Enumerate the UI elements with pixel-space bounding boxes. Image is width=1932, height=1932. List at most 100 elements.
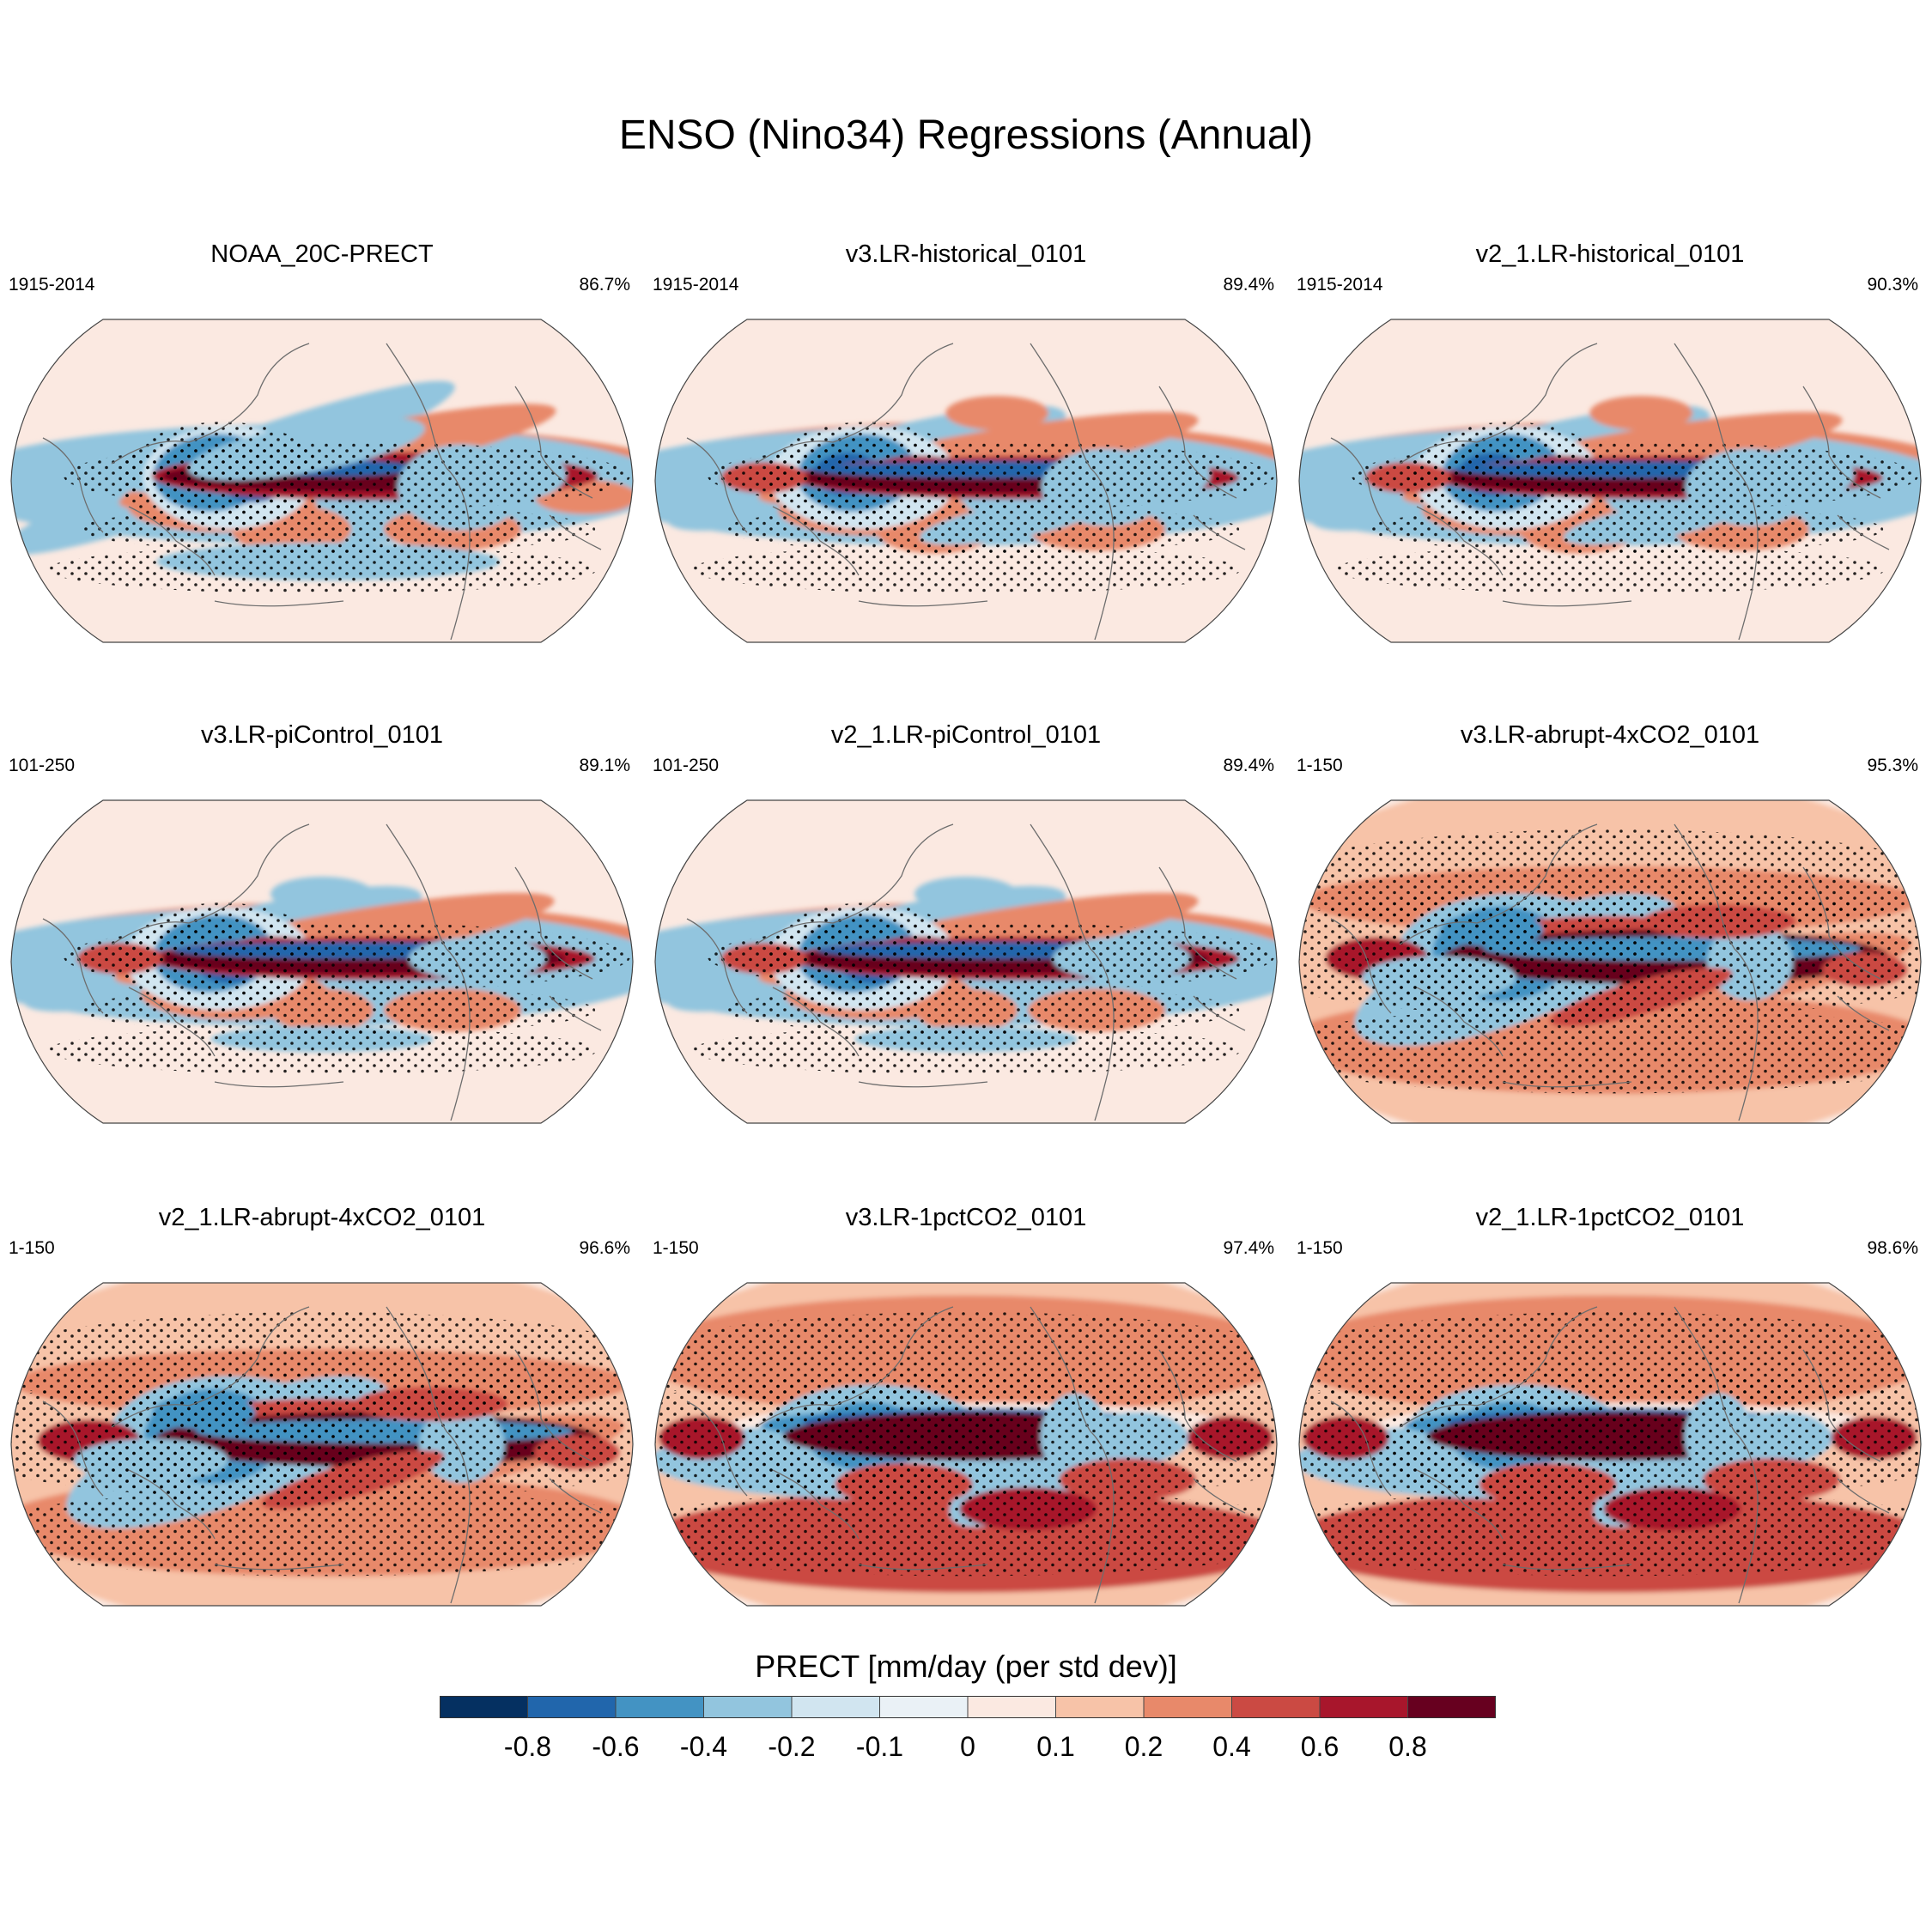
colorbar-tick-label: 0.1 (1036, 1731, 1074, 1762)
coastline (1030, 1306, 1113, 1479)
coastline (1030, 823, 1113, 997)
anomaly-region (914, 877, 1018, 912)
coastline (386, 823, 469, 997)
panel-percent: 97.4% (1223, 1238, 1274, 1258)
stippling (655, 1490, 1277, 1577)
panel-years: 1915-2014 (9, 275, 95, 295)
panel-years: 1-150 (1297, 1238, 1343, 1258)
coastline (1399, 823, 1598, 945)
stippling (763, 902, 970, 1015)
coastline (1738, 1478, 1759, 1604)
coastline (450, 995, 471, 1121)
colorbar-swatch (1407, 1696, 1496, 1718)
coastline (111, 1306, 310, 1428)
coastline (1674, 1306, 1757, 1479)
coastline (1837, 995, 1890, 1031)
coastline (450, 1478, 471, 1604)
coastline (686, 918, 748, 1014)
coastline (128, 506, 216, 576)
panel-title: v3.LR-abrupt-4xCO2_0101 (1460, 721, 1760, 749)
map-panel: v2_1.LR-1pctCO2_0101 1-150 98.6% (1288, 1204, 1932, 1633)
colorbar-swatch (1055, 1696, 1145, 1718)
panel-percent: 96.6% (579, 1238, 630, 1258)
robinson-map (654, 799, 1278, 1124)
coastline (755, 343, 954, 465)
colorbar-tick-label: -0.1 (856, 1731, 903, 1762)
coastline (1030, 343, 1113, 516)
coastline (1330, 437, 1392, 533)
coastline (1802, 866, 1881, 980)
stippling (724, 986, 1240, 1035)
colorbar-swatch (1231, 1696, 1321, 1718)
panel-percent: 86.7% (579, 275, 630, 295)
panel-title: v2_1.LR-1pctCO2_0101 (1475, 1204, 1745, 1231)
coastline (1193, 514, 1246, 550)
stippling (655, 1312, 1277, 1415)
map-panel: v3.LR-piControl_0101 101-250 89.1% (0, 721, 644, 1151)
coastline (1802, 386, 1881, 499)
coastline (1193, 1478, 1246, 1514)
map-panel: v2_1.LR-piControl_0101 101-250 89.4% (644, 721, 1288, 1151)
panel-title: v3.LR-1pctCO2_0101 (845, 1204, 1087, 1231)
coastline (514, 386, 593, 499)
map-outline (1298, 1282, 1922, 1607)
panel-title: v2_1.LR-piControl_0101 (830, 721, 1102, 749)
map-panel: v3.LR-1pctCO2_0101 1-150 97.4% (644, 1204, 1288, 1633)
coastline (1158, 866, 1237, 980)
coastline (755, 1306, 954, 1428)
panel-percent: 89.4% (1223, 275, 1274, 295)
anomaly-region (1589, 396, 1693, 431)
coastline (128, 987, 216, 1057)
panel-percent: 98.6% (1867, 1238, 1918, 1258)
map-outline (654, 319, 1278, 643)
stippling (1299, 1007, 1921, 1094)
panel-years: 1915-2014 (653, 275, 739, 295)
colorbar-swatch (616, 1696, 704, 1718)
stippling (691, 1026, 1241, 1075)
colorbar-tick-label: 0 (960, 1731, 975, 1762)
coastline (1330, 918, 1392, 1014)
coastline (549, 514, 602, 550)
colorbar-tick-label: 0.4 (1212, 1731, 1250, 1762)
anomaly-region (270, 877, 374, 912)
coastline (42, 1400, 104, 1497)
colorbar: -0.8 -0.6 -0.4 -0.2 -0.1 0 0.1 0.2 0.4 0.6 0.8 (440, 1696, 1496, 1762)
coastline (1416, 506, 1504, 576)
panel-percent: 89.1% (579, 756, 630, 775)
panel-percent: 89.4% (1223, 756, 1274, 775)
coastline (214, 1081, 344, 1088)
coastline (1399, 343, 1598, 465)
colorbar-tick-label: -0.4 (680, 1731, 727, 1762)
stippling (1368, 505, 1884, 554)
figure-title: ENSO (Nino34) Regressions (Annual) (618, 112, 1314, 158)
stippling (1299, 1490, 1921, 1577)
colorbar-tick-label: 0.2 (1125, 1731, 1163, 1762)
panel-title: v2_1.LR-historical_0101 (1475, 240, 1745, 268)
coastline (1738, 995, 1759, 1121)
stippling (691, 545, 1241, 594)
coastline (1094, 514, 1115, 641)
stippling (119, 422, 326, 534)
robinson-map (654, 319, 1278, 643)
coastline (772, 987, 860, 1057)
coastline (1674, 823, 1757, 997)
robinson-map (1298, 799, 1922, 1124)
panel-years: 101-250 (653, 756, 720, 775)
coastline (549, 1478, 602, 1514)
stippling (1299, 829, 1921, 933)
map-outline (10, 799, 634, 1124)
coastline (1502, 1081, 1632, 1088)
stippling (119, 902, 326, 1015)
panel-title: NOAA_20C-PRECT (210, 240, 434, 268)
stippling (47, 1026, 597, 1075)
map-panel: v2_1.LR-historical_0101 1915-2014 90.3% (1288, 240, 1932, 670)
robinson-map (1298, 319, 1922, 643)
colorbar-tick-label: -0.8 (504, 1731, 551, 1762)
coastline (111, 823, 310, 945)
coastline (1837, 514, 1890, 550)
panel-percent: 90.3% (1867, 275, 1918, 295)
coastline (1416, 987, 1504, 1057)
colorbar-swatch (703, 1696, 793, 1718)
map-outline (654, 1282, 1278, 1607)
coastline (686, 1400, 748, 1497)
